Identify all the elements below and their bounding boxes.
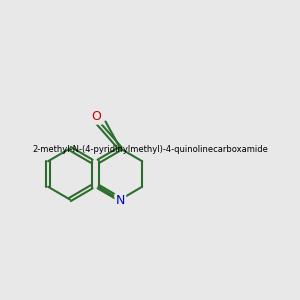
Text: N: N xyxy=(116,194,125,208)
Text: 2-methyl-N-(4-pyridinylmethyl)-4-quinolinecarboxamide: 2-methyl-N-(4-pyridinylmethyl)-4-quinoli… xyxy=(32,146,268,154)
Text: O: O xyxy=(92,110,101,124)
